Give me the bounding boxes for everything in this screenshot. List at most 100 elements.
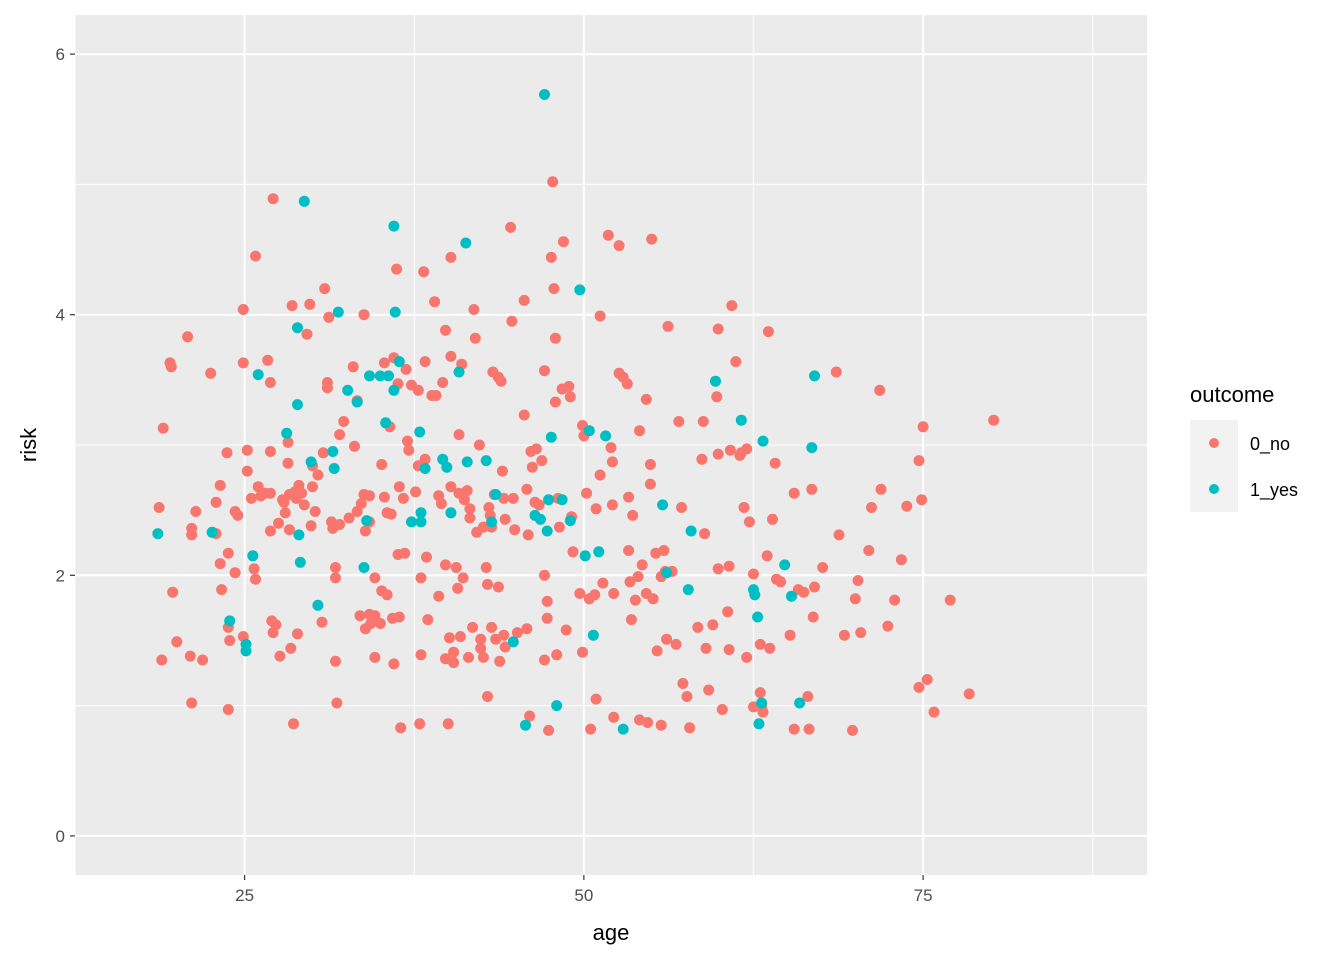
point-0-no <box>330 655 341 667</box>
legend-label-0-no: 0_no <box>1250 434 1290 455</box>
point-0-no <box>452 582 464 594</box>
point-1-yes <box>543 494 555 506</box>
point-1-yes <box>415 516 427 528</box>
point-0-no <box>222 704 234 715</box>
point-0-no <box>788 487 800 499</box>
point-0-no <box>359 525 371 537</box>
point-1-yes <box>794 697 806 709</box>
point-0-no <box>216 584 228 596</box>
point-0-no <box>378 491 390 503</box>
point-0-no <box>712 323 724 335</box>
point-0-no <box>662 320 674 332</box>
point-1-yes <box>152 528 164 540</box>
point-0-no <box>594 469 606 481</box>
x-tick-label: 50 <box>574 886 593 905</box>
point-0-no <box>288 718 299 730</box>
point-0-no <box>267 193 279 205</box>
point-0-no <box>486 621 498 633</box>
point-0-no <box>248 563 260 575</box>
point-0-no <box>305 520 317 532</box>
point-0-no <box>545 251 557 263</box>
point-0-no <box>369 572 381 584</box>
point-0-no <box>307 481 318 493</box>
point-0-no <box>738 502 750 513</box>
y-tick-label: 6 <box>56 45 65 64</box>
point-0-no <box>613 240 625 252</box>
point-0-no <box>343 512 355 524</box>
point-0-no <box>464 512 476 524</box>
point-0-no <box>157 422 169 434</box>
point-0-no <box>574 588 586 599</box>
point-1-yes <box>583 425 595 437</box>
point-0-no <box>286 300 298 312</box>
point-0-no <box>784 629 796 641</box>
point-0-no <box>312 469 324 481</box>
point-1-yes <box>520 719 531 731</box>
point-0-no <box>711 391 723 403</box>
point-1-yes <box>247 550 259 562</box>
point-0-no <box>597 577 609 589</box>
point-0-no <box>606 499 618 511</box>
point-1-yes <box>393 356 405 368</box>
point-0-no <box>757 706 769 718</box>
point-0-no <box>511 627 523 639</box>
point-1-yes <box>735 414 747 426</box>
legend-title: outcome <box>1190 382 1274 407</box>
point-0-no <box>530 443 542 455</box>
point-1-yes <box>574 284 586 296</box>
point-0-no <box>419 356 431 368</box>
point-1-yes <box>753 718 765 730</box>
point-0-no <box>524 710 536 722</box>
point-0-no <box>467 621 479 633</box>
point-0-no <box>647 593 659 605</box>
point-0-no <box>330 562 341 573</box>
point-0-no <box>564 391 576 403</box>
point-0-no <box>167 586 179 598</box>
point-1-yes <box>507 636 519 648</box>
point-0-no <box>640 393 652 405</box>
point-0-no <box>882 620 894 632</box>
point-1-yes <box>224 615 236 627</box>
point-0-no <box>621 378 633 390</box>
point-0-no <box>153 502 165 513</box>
point-0-no <box>334 429 346 441</box>
point-1-yes <box>617 723 629 735</box>
point-0-no <box>547 176 559 188</box>
point-0-no <box>700 642 712 654</box>
point-0-no <box>264 377 276 388</box>
point-0-no <box>788 723 800 735</box>
point-0-no <box>724 444 736 456</box>
point-0-no <box>712 563 724 575</box>
point-0-no <box>644 478 656 490</box>
point-0-no <box>901 500 913 512</box>
point-0-no <box>445 481 457 493</box>
point-0-no <box>283 524 295 536</box>
point-0-no <box>505 221 517 233</box>
point-1-yes <box>252 369 264 381</box>
point-0-no <box>764 642 776 654</box>
point-0-no <box>197 654 209 666</box>
point-0-no <box>608 711 620 723</box>
point-1-yes <box>593 546 605 558</box>
point-1-yes <box>294 556 306 568</box>
point-0-no <box>533 499 545 511</box>
y-axis-title: risk <box>16 427 41 462</box>
point-0-no <box>916 494 928 506</box>
point-0-no <box>670 638 682 650</box>
legend-label-1-yes: 1_yes <box>1250 480 1298 501</box>
point-1-yes <box>206 526 218 538</box>
point-0-no <box>186 529 198 541</box>
point-0-no <box>775 576 787 588</box>
point-0-no <box>590 503 602 515</box>
point-0-no <box>433 590 445 602</box>
point-0-no <box>651 645 663 657</box>
point-0-no <box>754 687 766 699</box>
point-0-no <box>499 513 511 525</box>
point-0-no <box>468 304 480 315</box>
point-0-no <box>803 723 815 735</box>
point-0-no <box>354 610 366 622</box>
point-0-no <box>330 572 341 584</box>
point-0-no <box>410 486 422 498</box>
point-1-yes <box>406 516 417 528</box>
point-0-no <box>723 560 735 572</box>
